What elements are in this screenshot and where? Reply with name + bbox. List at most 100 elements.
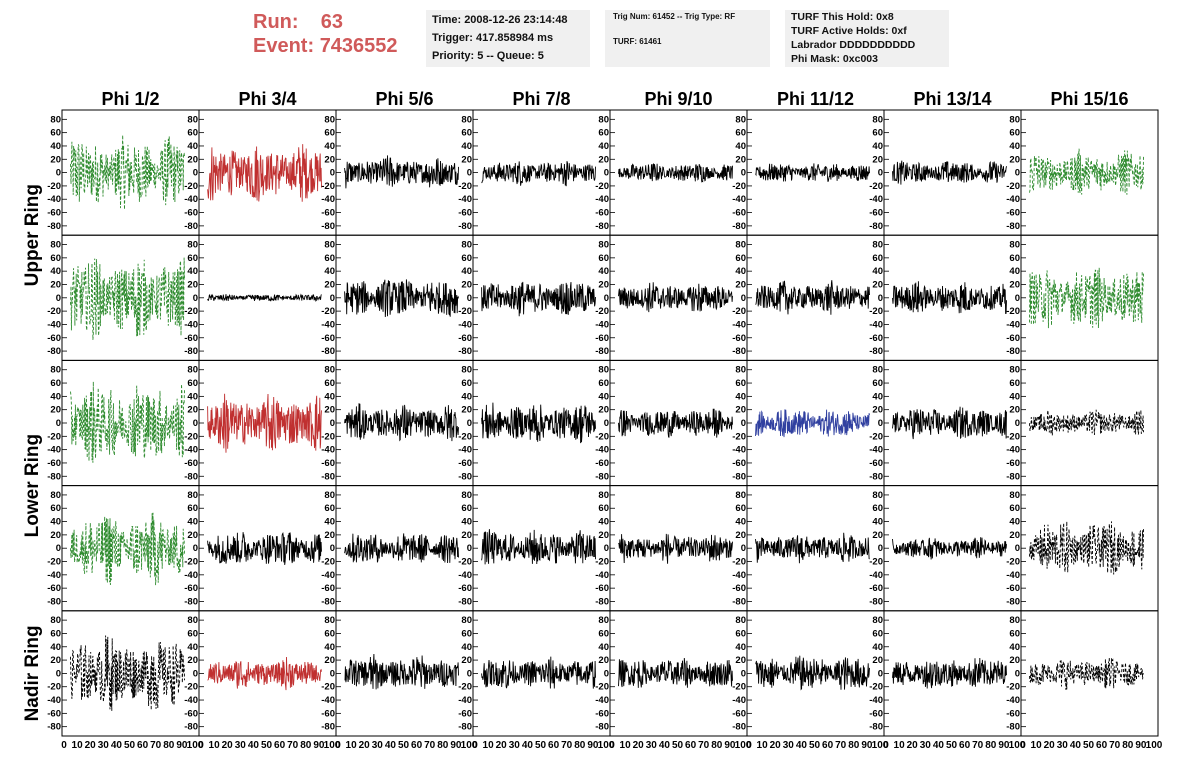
y-tick-label: -40 <box>184 194 198 205</box>
y-tick-label: -60 <box>47 458 61 469</box>
y-tick-label: 40 <box>461 642 472 653</box>
y-tick-label: 20 <box>735 655 746 666</box>
y-tick-label: -80 <box>321 471 335 482</box>
waveform-line <box>207 656 322 691</box>
y-tick-label: 60 <box>461 253 472 264</box>
y-tick-label: 80 <box>598 490 609 501</box>
y-tick-label: 0 <box>741 418 746 429</box>
x-tick-label: 10 <box>894 740 906 751</box>
x-tick-label: 0 <box>198 740 204 751</box>
x-tick-label: 70 <box>1109 740 1121 751</box>
x-tick-label: 80 <box>848 740 860 751</box>
y-tick-label: -60 <box>732 333 746 344</box>
y-tick-label: 0 <box>467 293 472 304</box>
y-tick-label: -20 <box>869 306 883 317</box>
y-tick-label: 40 <box>872 642 883 653</box>
y-tick-label: -40 <box>1006 695 1020 706</box>
y-tick-label: -80 <box>595 221 609 232</box>
x-tick-label: 0 <box>609 740 615 751</box>
y-tick-label: -40 <box>321 695 335 706</box>
y-tick-label: 20 <box>1009 279 1020 290</box>
y-tick-label: 40 <box>1009 266 1020 277</box>
y-tick-label: 20 <box>461 655 472 666</box>
y-tick-label: -60 <box>458 708 472 719</box>
y-tick-label: 60 <box>324 378 335 389</box>
y-tick-label: 0 <box>56 418 61 429</box>
y-tick-label: -20 <box>1006 557 1020 568</box>
x-tick-label: 50 <box>1083 740 1095 751</box>
y-tick-label: -40 <box>184 695 198 706</box>
y-tick-label: 80 <box>50 114 61 125</box>
y-tick-label: -40 <box>869 319 883 330</box>
y-tick-label: 0 <box>330 418 335 429</box>
y-tick-label: 40 <box>598 266 609 277</box>
x-tick-label: 100 <box>324 740 341 751</box>
y-tick-label: -20 <box>47 306 61 317</box>
y-tick-label: 20 <box>872 655 883 666</box>
row-label: Nadir Ring <box>22 625 43 721</box>
y-tick-label: 80 <box>461 114 472 125</box>
y-tick-label: 80 <box>187 490 198 501</box>
x-tick-label: 10 <box>483 740 495 751</box>
y-tick-label: 40 <box>324 642 335 653</box>
y-tick-label: 0 <box>56 668 61 679</box>
y-tick-label: 80 <box>1009 114 1020 125</box>
waveform-line <box>207 293 322 302</box>
y-tick-label: -40 <box>732 319 746 330</box>
y-tick-label: -40 <box>47 695 61 706</box>
y-tick-label: 60 <box>324 253 335 264</box>
y-tick-label: 0 <box>604 543 609 554</box>
y-tick-label: -80 <box>732 596 746 607</box>
y-tick-label: 40 <box>1009 391 1020 402</box>
y-tick-label: -80 <box>47 346 61 357</box>
y-tick-label: 0 <box>193 168 198 179</box>
y-tick-label: -20 <box>732 306 746 317</box>
y-tick-label: 60 <box>735 378 746 389</box>
y-tick-label: 80 <box>1009 615 1020 626</box>
y-tick-label: 80 <box>1009 365 1020 376</box>
turf-active-line: TURF Active Holds: 0xf <box>791 25 907 37</box>
x-tick-label: 70 <box>698 740 710 751</box>
y-tick-label: 80 <box>735 365 746 376</box>
waveform-line <box>1029 521 1144 575</box>
column-header: Phi 3/4 <box>238 89 296 109</box>
y-tick-label: 0 <box>1015 293 1020 304</box>
waveform-line <box>618 408 733 438</box>
x-tick-label: 90 <box>998 740 1010 751</box>
x-tick-label: 30 <box>1057 740 1069 751</box>
x-tick-label: 10 <box>72 740 84 751</box>
y-tick-label: -80 <box>869 596 883 607</box>
y-tick-label: 20 <box>187 655 198 666</box>
y-tick-label: 60 <box>598 128 609 139</box>
y-tick-label: -60 <box>869 458 883 469</box>
y-tick-label: 20 <box>598 405 609 416</box>
waveform-line <box>207 393 322 453</box>
y-tick-label: -80 <box>869 221 883 232</box>
y-tick-label: -40 <box>47 319 61 330</box>
y-tick-label: -20 <box>869 431 883 442</box>
y-tick-label: 60 <box>598 503 609 514</box>
y-tick-label: 0 <box>604 418 609 429</box>
y-tick-label: -40 <box>47 570 61 581</box>
y-tick-label: -60 <box>47 208 61 219</box>
y-tick-label: -20 <box>184 431 198 442</box>
y-tick-label: -80 <box>184 221 198 232</box>
y-tick-label: 60 <box>598 253 609 264</box>
y-tick-label: 40 <box>461 266 472 277</box>
waveform-line <box>70 512 185 586</box>
y-tick-label: -60 <box>869 708 883 719</box>
x-tick-label: 60 <box>822 740 834 751</box>
y-tick-label: 40 <box>872 266 883 277</box>
y-tick-label: 20 <box>735 405 746 416</box>
y-tick-label: -60 <box>47 583 61 594</box>
y-tick-label: -80 <box>732 471 746 482</box>
x-tick-label: 80 <box>437 740 449 751</box>
y-tick-label: 60 <box>461 503 472 514</box>
run-label: Run: <box>253 11 299 33</box>
y-tick-label: 60 <box>50 378 61 389</box>
y-tick-label: -60 <box>1006 333 1020 344</box>
y-tick-label: -80 <box>1006 221 1020 232</box>
y-tick-label: -20 <box>184 306 198 317</box>
y-tick-label: 40 <box>50 141 61 152</box>
y-tick-label: -60 <box>184 333 198 344</box>
